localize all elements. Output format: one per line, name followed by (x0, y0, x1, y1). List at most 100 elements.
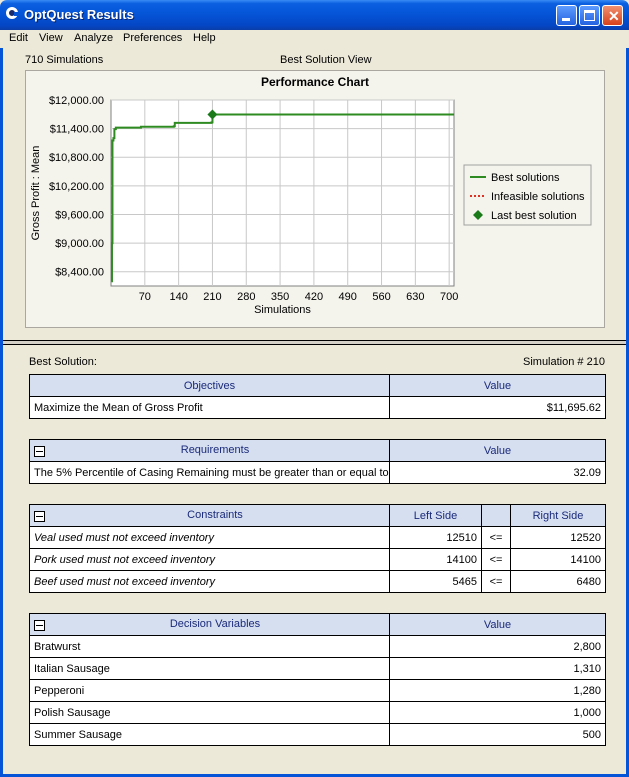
constraints-op-header (481, 504, 511, 527)
variable-name: Pepperoni (29, 679, 390, 702)
constraint-left: 14100 (389, 548, 482, 571)
window-frame-left (0, 30, 3, 777)
x-tick-label: 280 (237, 291, 255, 303)
close-button[interactable]: ✕ (602, 5, 623, 26)
constraint-name: Veal used must not exceed inventory (29, 526, 390, 549)
decision-variables-table: Decision Variables Value Bratwurst 2,800… (29, 613, 606, 746)
variable-name: Italian Sausage (29, 657, 390, 680)
performance-chart: 70 140 210 280 350 420 490 560 630 700 $8,400.00 $9… (30, 95, 592, 316)
title-bar[interactable]: OptQuest Results ✕ (0, 0, 629, 30)
menu-view[interactable]: View (39, 32, 63, 44)
y-tick-label: $11,400.00 (50, 124, 104, 136)
minimize-icon (562, 18, 570, 21)
requirements-value-header: Value (389, 439, 606, 462)
x-tick-label: 630 (406, 291, 424, 303)
constraints-right-header: Right Side (510, 504, 606, 527)
objectives-header: Objectives (29, 374, 390, 397)
menu-preferences[interactable]: Preferences (123, 32, 183, 44)
requirements-header: Requirements (180, 444, 250, 456)
constraints-left-header: Left Side (389, 504, 482, 527)
simulations-count: 710 Simulations (25, 54, 104, 66)
table-row: Italian Sausage 1,310 (29, 657, 606, 680)
y-tick-label: $10,200.00 (49, 181, 104, 193)
plot-area (110, 99, 455, 287)
menu-bar: Edit View Analyze Preferences Help (0, 30, 629, 48)
y-tick-label: $12,000.00 (49, 95, 104, 107)
last-best-solution-marker (207, 109, 218, 120)
y-tick-label: $10,800.00 (49, 152, 104, 164)
variable-value: 1,000 (389, 701, 606, 724)
legend-best-solutions: Best solutions (491, 172, 560, 184)
x-tick-label: 490 (339, 291, 357, 303)
table-row: Polish Sausage 1,000 (29, 701, 606, 724)
variable-value: 1,310 (389, 657, 606, 680)
table-row: Beef used must not exceed inventory 5465… (29, 570, 606, 593)
collapse-constraints-icon[interactable] (34, 511, 45, 522)
legend-box (463, 164, 592, 226)
close-icon: ✕ (608, 8, 620, 24)
table-row: Pork used must not exceed inventory 1410… (29, 548, 606, 571)
variable-value: 2,800 (389, 635, 606, 658)
x-tick-label: 140 (169, 291, 187, 303)
x-tick-label: 70 (139, 291, 151, 303)
decision-variables-value-header: Value (389, 613, 606, 636)
table-row: Pepperoni 1,280 (29, 679, 606, 702)
table-row: Bratwurst 2,800 (29, 635, 606, 658)
collapse-requirements-icon[interactable] (34, 446, 45, 457)
menu-analyze[interactable]: Analyze (74, 32, 114, 44)
constraint-right: 12520 (510, 526, 606, 549)
collapse-decision-variables-icon[interactable] (34, 620, 45, 631)
constraint-name: Pork used must not exceed inventory (29, 548, 390, 571)
variable-value: 500 (389, 723, 606, 746)
objectives-value-header: Value (389, 374, 606, 397)
menu-edit[interactable]: Edit (9, 32, 28, 44)
view-label: Best Solution View (280, 54, 372, 66)
y-tick-label: $8,400.00 (55, 267, 104, 279)
x-tick-label: 560 (372, 291, 390, 303)
x-tick-label: 700 (440, 291, 458, 303)
constraints-header: Constraints (187, 509, 243, 521)
requirements-table: Requirements Value The 5% Percentile of … (29, 439, 606, 484)
constraint-left: 5465 (389, 570, 482, 593)
y-tick-label: $9,000.00 (55, 238, 104, 250)
decision-variables-header: Decision Variables (169, 618, 261, 630)
minimize-button[interactable] (556, 5, 577, 26)
x-tick-label: 420 (305, 291, 323, 303)
best-solutions-line (110, 113, 454, 283)
optquest-app-icon (6, 7, 19, 19)
constraint-left: 12510 (389, 526, 482, 549)
split-pane-divider[interactable] (3, 340, 626, 345)
table-row: Maximize the Mean of Gross Profit $11,69… (29, 396, 606, 419)
menu-help[interactable]: Help (193, 32, 216, 44)
variable-name: Summer Sausage (29, 723, 390, 746)
variable-name: Polish Sausage (29, 701, 390, 724)
constraints-table: Constraints Left Side Right Side Veal us… (29, 504, 606, 593)
window-title: OptQuest Results (24, 7, 134, 22)
maximize-icon (584, 10, 595, 21)
constraint-operator: <= (481, 570, 511, 593)
objective-name: Maximize the Mean of Gross Profit (29, 396, 390, 419)
legend-last-best-solution: Last best solution (491, 210, 577, 222)
requirement-name: The 5% Percentile of Casing Remaining mu… (29, 461, 390, 484)
constraint-right: 6480 (510, 570, 606, 593)
constraint-name: Beef used must not exceed inventory (29, 570, 390, 593)
performance-chart-panel: Performance Chart 70 140 210 280 350 420 490 56… (25, 70, 605, 328)
y-axis-label: Gross Profit : Mean (30, 146, 42, 241)
table-row: The 5% Percentile of Casing Remaining mu… (29, 461, 606, 484)
window-frame-bottom (0, 774, 629, 777)
constraint-operator: <= (481, 548, 511, 571)
constraint-right: 14100 (510, 548, 606, 571)
best-solution-label: Best Solution: (29, 356, 97, 368)
constraint-operator: <= (481, 526, 511, 549)
maximize-button[interactable] (579, 5, 600, 26)
best-simulation-number: Simulation # 210 (523, 356, 605, 368)
table-row: Summer Sausage 500 (29, 723, 606, 746)
x-tick-label: 350 (271, 291, 289, 303)
chart-title: Performance Chart (260, 75, 370, 89)
objectives-table: Objectives Value Maximize the Mean of Gr… (29, 374, 606, 419)
objective-value: $11,695.62 (389, 396, 606, 419)
x-tick-label: 210 (203, 291, 221, 303)
requirement-value: 32.09 (389, 461, 606, 484)
legend-last-best-swatch (473, 210, 483, 220)
y-tick-label: $9,600.00 (55, 209, 104, 221)
